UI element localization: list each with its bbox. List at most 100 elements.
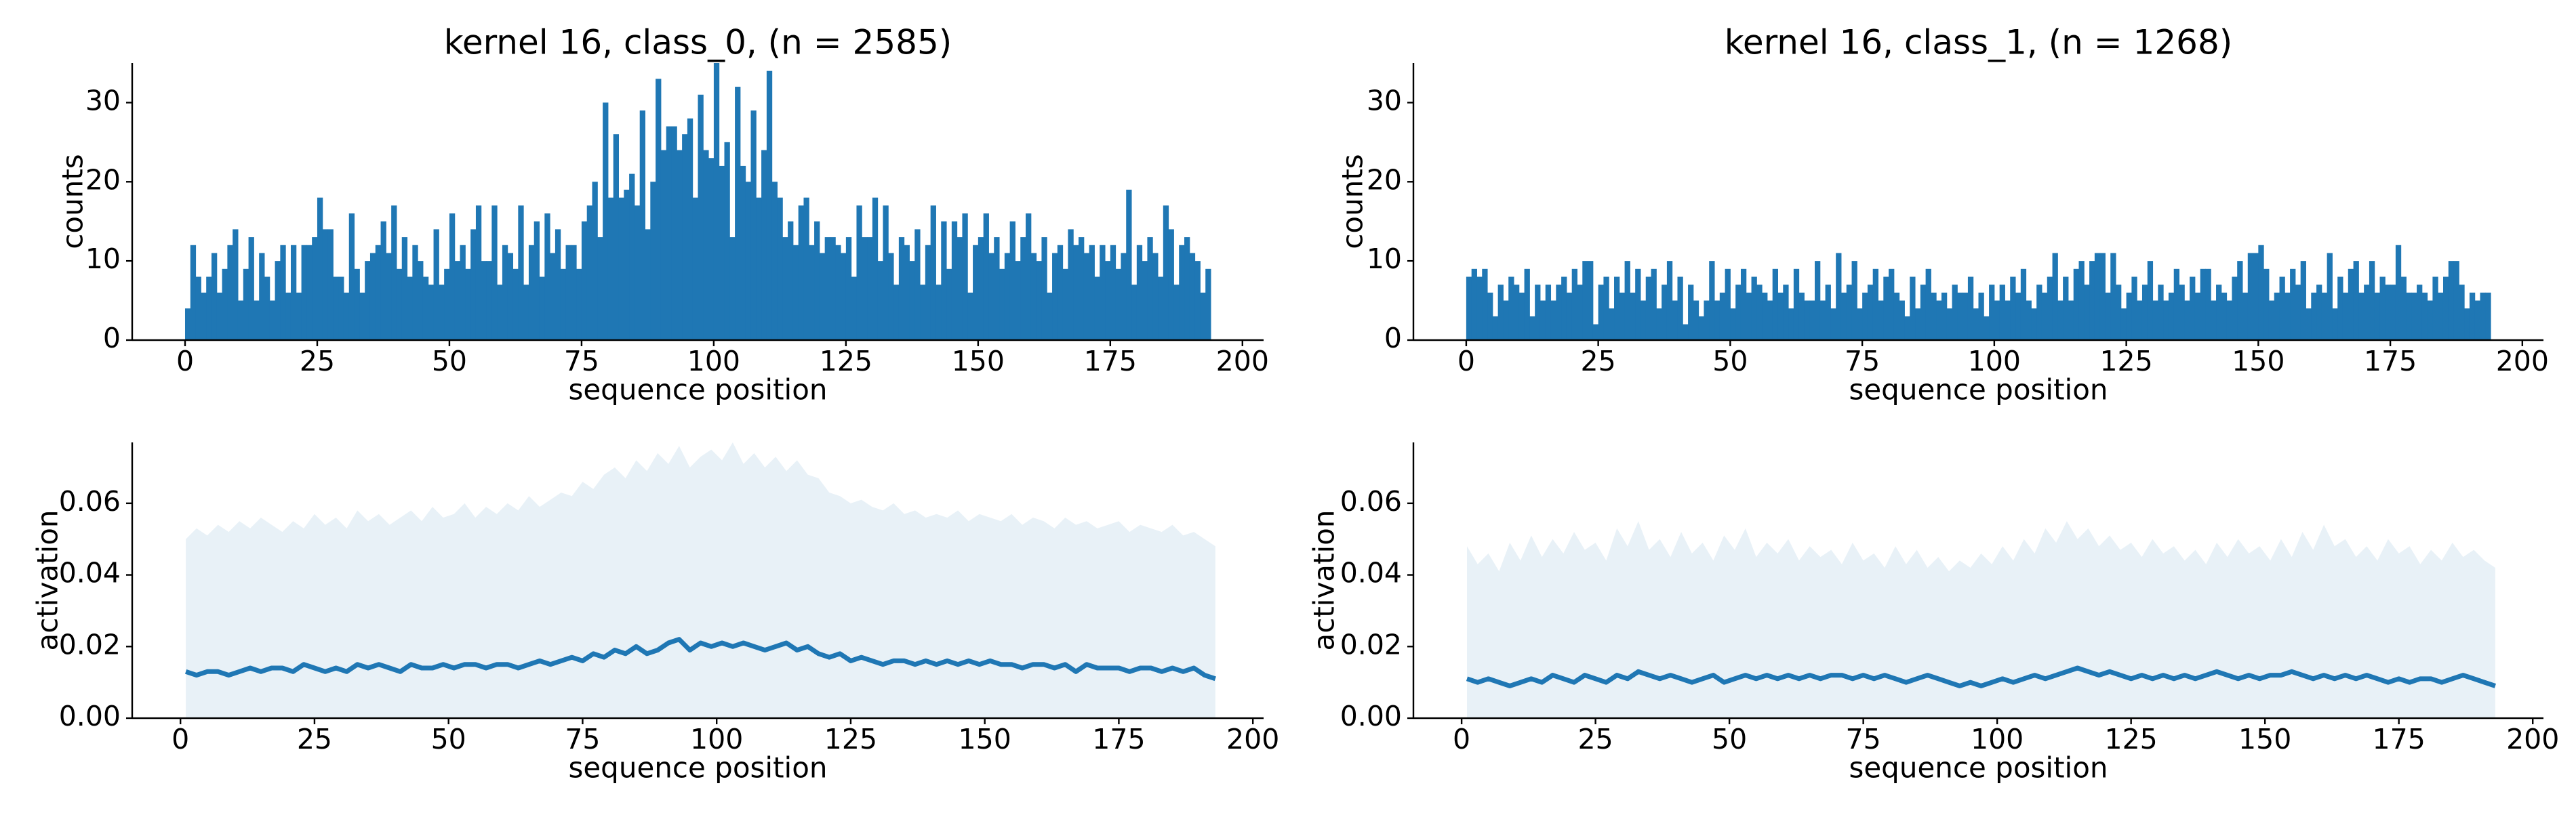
bar [1609, 308, 1615, 340]
bar [290, 245, 297, 340]
bar [2417, 285, 2423, 340]
bar [1041, 237, 1047, 340]
bar [724, 142, 730, 340]
bar [1973, 308, 1979, 340]
bar [1571, 268, 1577, 340]
bar [867, 237, 873, 340]
bar [2194, 292, 2201, 340]
bar [1941, 292, 1948, 340]
bar [1047, 292, 1053, 340]
bar [184, 308, 191, 340]
bar [2438, 292, 2444, 340]
bar [1862, 292, 1868, 340]
x-tick-label: 75 [564, 345, 599, 377]
x-tick-label: 25 [1578, 723, 1613, 755]
bar [2047, 276, 2053, 340]
bar [592, 182, 598, 340]
y-tick-label: 20 [1367, 163, 1402, 196]
x-tick-label: 175 [1092, 723, 1145, 755]
bar [2300, 261, 2306, 340]
bar [502, 245, 508, 340]
mean-line [1466, 665, 2497, 688]
bar [656, 79, 662, 340]
bar [2041, 292, 2048, 340]
bar [692, 197, 698, 340]
bar [1704, 300, 1710, 340]
bar [1492, 316, 1499, 340]
bar [428, 285, 435, 340]
bar [1772, 268, 1778, 340]
bar [830, 237, 836, 340]
bar [1994, 300, 2000, 340]
bar [1497, 285, 1504, 340]
bar [925, 245, 931, 340]
bar [814, 221, 820, 340]
bar [401, 237, 408, 340]
bar [1946, 308, 1953, 340]
bar [777, 197, 783, 340]
bar [1476, 276, 1483, 340]
bar [301, 245, 307, 340]
x-tick-label: 50 [1712, 723, 1747, 755]
bar [703, 150, 709, 341]
chart-title: kernel 16, class_1, (n = 1268) [1725, 23, 2233, 62]
x-tick-label: 25 [300, 345, 335, 377]
bar [1672, 300, 1678, 340]
bar [2168, 292, 2175, 340]
y-tick-label: 30 [1367, 84, 1402, 117]
bar [1561, 276, 1567, 340]
bar [1809, 300, 1815, 340]
bar [798, 205, 804, 340]
bar [1725, 268, 1731, 340]
x-tick-label: 25 [297, 723, 332, 755]
bar [2063, 276, 2069, 340]
bar [597, 237, 603, 340]
bar [1963, 292, 1969, 340]
bar [254, 300, 260, 340]
bar [433, 229, 439, 340]
bar [2268, 300, 2275, 340]
bar [1677, 276, 1683, 340]
bar [1815, 261, 1821, 340]
bar [2105, 292, 2111, 340]
bar [497, 285, 503, 340]
bar [1100, 245, 1106, 340]
bar [2163, 300, 2169, 340]
x-axis-label: sequence position [1849, 373, 2108, 406]
bar [951, 221, 958, 340]
bar [1735, 285, 1742, 340]
x-tick-label: 100 [1968, 345, 2021, 377]
bar [2020, 268, 2027, 340]
bar [2237, 261, 2243, 340]
bar [2332, 308, 2338, 340]
bar [518, 205, 524, 340]
bar [1830, 308, 1836, 340]
bar [359, 292, 365, 340]
y-tick-label: 30 [85, 84, 121, 117]
bar [1630, 292, 1636, 340]
bar [607, 197, 614, 340]
bar [2200, 268, 2206, 340]
y-tick-label: 0.06 [1340, 485, 1402, 518]
bar [809, 245, 815, 340]
bar [2179, 285, 2185, 340]
bar [1714, 300, 1720, 340]
bar [2411, 292, 2417, 340]
bar [2094, 253, 2101, 340]
bar [333, 276, 339, 340]
bar [788, 221, 794, 340]
bar [1566, 292, 1573, 340]
bar [1931, 292, 1937, 340]
bar [1984, 316, 1990, 340]
bar [2379, 276, 2386, 340]
bar [2474, 300, 2481, 340]
bar [756, 197, 762, 340]
bar [1730, 308, 1736, 340]
bar [1804, 300, 1810, 340]
y-tick-label: 10 [1367, 243, 1402, 275]
x-tick-label: 75 [1845, 345, 1880, 377]
subplot: 0 25 50 75 100 125 150 175 200 0 10 20 30 kernel 16, … [56, 23, 1269, 406]
bar [935, 285, 942, 340]
y-axis-label: counts [1336, 154, 1369, 249]
bar [269, 300, 276, 340]
